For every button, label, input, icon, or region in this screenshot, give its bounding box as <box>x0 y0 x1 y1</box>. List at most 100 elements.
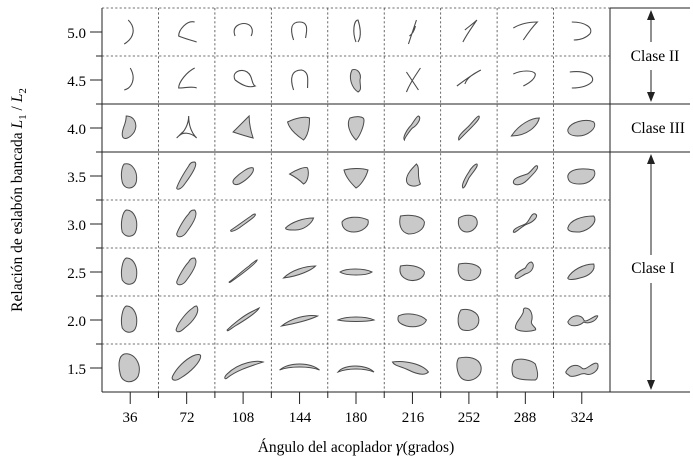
coupler-curve <box>279 363 320 371</box>
coupler-curve <box>171 354 202 381</box>
coupler-curve <box>339 268 373 276</box>
class-iii-label: Clase III <box>631 120 685 137</box>
coupler-curve <box>336 316 376 322</box>
coupler-curve <box>124 67 134 91</box>
coupler-curve-path <box>232 167 254 185</box>
coupler-curve <box>567 119 596 137</box>
coupler-curve-path <box>279 315 320 327</box>
coupler-curve <box>178 67 197 89</box>
coupler-curve <box>224 360 265 380</box>
coupler-curve <box>399 264 425 281</box>
coupler-curve <box>176 209 197 238</box>
y-tick-label: 1.5 <box>67 362 86 378</box>
y-tick-label: 2.5 <box>67 266 86 282</box>
coupler-curve-path <box>513 21 539 41</box>
coupler-curve <box>512 165 539 186</box>
coupler-curve <box>512 213 538 233</box>
coupler-curve <box>397 313 428 328</box>
y-tick-labels: 5.0 4.5 4.0 3.5 3.0 2.5 2.0 1.5 <box>67 26 86 378</box>
coupler-curve-path <box>120 257 138 285</box>
coupler-curve <box>233 22 253 37</box>
coupler-curve-path <box>176 115 198 139</box>
coupler-curve <box>175 305 199 333</box>
y-tick-label: 2.0 <box>67 314 86 330</box>
coupler-curve <box>232 167 254 185</box>
coupler-curve-path <box>121 115 137 139</box>
coupler-curve <box>462 19 478 43</box>
coupler-curve <box>228 259 258 283</box>
coupler-curve-path <box>510 117 540 137</box>
coupler-curve <box>336 365 375 374</box>
coupler-curve <box>456 69 482 87</box>
coupler-curve-path <box>336 365 375 374</box>
coupler-curve-path <box>288 167 309 185</box>
coupler-curve <box>291 21 308 41</box>
coupler-curve <box>121 115 137 139</box>
coupler-curve <box>405 163 422 187</box>
coupler-curve-path <box>461 163 478 189</box>
coupler-curve <box>226 306 261 332</box>
coupler-curve-path <box>457 262 482 281</box>
coupler-curve-path <box>347 116 365 141</box>
coupler-curve <box>567 315 599 327</box>
coupler-curve-path <box>233 22 253 37</box>
class-ii-arrowhead-down <box>647 92 655 102</box>
coupler-curve-path <box>403 115 421 142</box>
coupler-curve <box>123 19 134 45</box>
coupler-curve <box>513 70 536 87</box>
coupler-curve <box>456 356 482 381</box>
coupler-curve <box>567 168 596 185</box>
coupler-curve-path <box>397 313 428 328</box>
coupler-curve-path <box>567 315 599 327</box>
coupler-curve-path <box>176 209 197 238</box>
coupler-curve-path <box>230 213 256 232</box>
coupler-curve <box>565 362 599 377</box>
coupler-curve <box>569 71 594 89</box>
class-annotations: Clase II Clase III Clase I <box>631 10 685 390</box>
x-tick-label: 108 <box>232 410 255 426</box>
coupler-curve <box>391 361 430 375</box>
coupler-curve <box>399 214 425 235</box>
coupler-curve-path <box>569 71 594 89</box>
coupler-curve <box>233 69 257 88</box>
coupler-curve <box>458 115 480 141</box>
coupler-curve <box>513 21 539 41</box>
coupler-curve <box>514 261 534 279</box>
coupler-curve <box>567 215 596 233</box>
x-tick-label: 144 <box>289 410 312 426</box>
class-ii-arrowhead-up <box>647 10 655 20</box>
coupler-curve <box>118 353 140 383</box>
coupler-curve-path <box>391 361 430 375</box>
coupler-curve-path <box>514 261 534 279</box>
coupler-curve-path <box>291 69 309 91</box>
coupler-curve-path <box>567 119 596 137</box>
coupler-curve <box>286 116 311 141</box>
coupler-curve-path <box>224 360 265 380</box>
class-ii-label: Clase II <box>631 48 680 65</box>
coupler-curve-path <box>123 19 134 45</box>
coupler-curve-path <box>120 163 138 189</box>
x-tick-label: 216 <box>402 410 425 426</box>
tick-marks <box>90 31 583 404</box>
coupler-curve <box>232 114 254 139</box>
coupler-curve <box>403 115 421 142</box>
class-i-label: Clase I <box>631 260 674 277</box>
coupler-curve-path <box>279 363 320 371</box>
coupler-curve <box>120 209 138 237</box>
coupler-curve-path <box>178 21 197 43</box>
coupler-curve <box>514 307 537 332</box>
x-tick-labels: 36 72 108 144 180 216 252 288 324 <box>123 410 594 426</box>
coupler-curve-path <box>567 215 596 233</box>
coupler-curve-path <box>171 354 202 381</box>
coupler-curve <box>457 309 480 331</box>
coupler-curve-path <box>462 19 478 43</box>
coupler-curve <box>349 69 361 93</box>
coupler-curve <box>176 115 198 139</box>
coupler-curve-path <box>511 358 539 381</box>
coupler-curve-path <box>353 19 361 43</box>
coupler-curve-path <box>285 217 315 231</box>
coupler-curve <box>343 168 369 189</box>
x-tick-label: 288 <box>514 410 537 426</box>
y-tick-label: 3.0 <box>67 218 86 234</box>
coupler-curve <box>461 163 478 189</box>
